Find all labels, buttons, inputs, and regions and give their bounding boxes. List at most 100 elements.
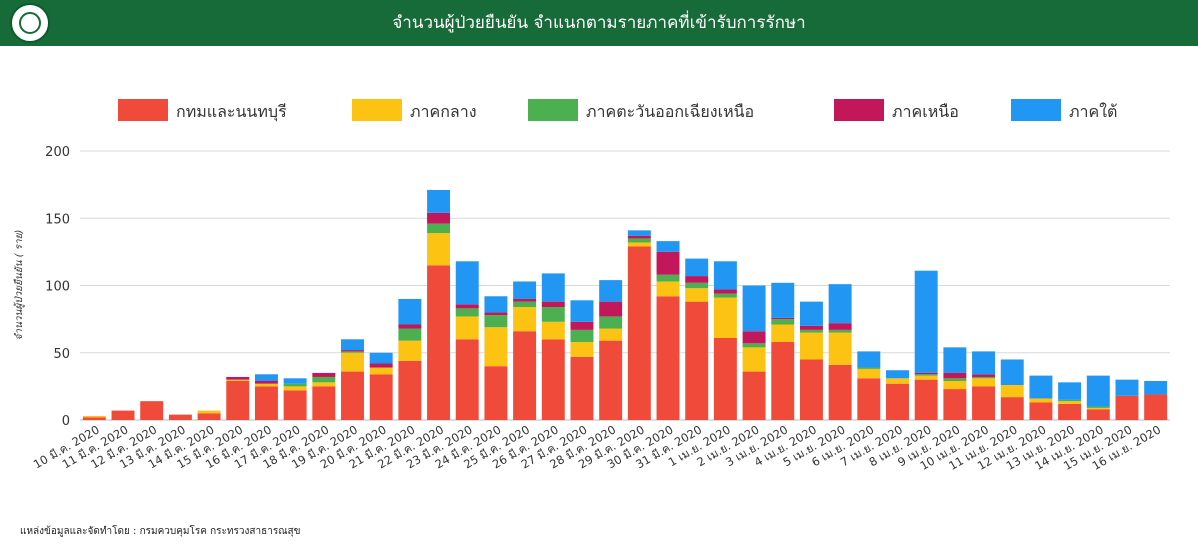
bar-segment (742, 343, 766, 348)
bar-segment (857, 367, 881, 369)
bar-segment (828, 323, 852, 330)
bar-segment (341, 371, 364, 420)
bar-segment (799, 325, 823, 330)
bar-segment (369, 374, 393, 420)
bar-segment (771, 319, 795, 325)
bar-segment (1115, 395, 1139, 420)
bar-segment (226, 380, 250, 420)
bar-segment (886, 383, 909, 420)
bar-segment (541, 307, 565, 322)
bar-segment (656, 274, 680, 282)
bar-segment (455, 308, 479, 317)
bar-segment (140, 401, 164, 420)
bar-segment (771, 282, 795, 318)
y-tick-label: 200 (45, 145, 70, 160)
bar-segment (914, 372, 938, 375)
bar-segment (1000, 397, 1024, 420)
bar-segment (713, 261, 737, 290)
bar-segment (799, 359, 823, 420)
bar-segment (484, 315, 508, 328)
bar-segment (685, 288, 709, 302)
bar-segment (972, 386, 996, 420)
bar-segment (455, 316, 479, 340)
bar-segment (283, 383, 307, 387)
bar-segment (599, 340, 623, 420)
bar-segment (799, 329, 823, 333)
bar-segment (570, 341, 594, 357)
legend-swatch (352, 99, 402, 121)
bar-segment (398, 360, 422, 420)
bar-segment (455, 339, 479, 420)
bar-segment (1000, 385, 1024, 398)
bar-segment (713, 289, 737, 294)
y-axis-label: จำนวนผู้ป่วยยืนยัน ( ราย) (13, 230, 25, 341)
bar-segment (828, 364, 852, 420)
bar-segment (742, 371, 766, 420)
bar-segment (914, 374, 938, 376)
source-note: แหล่งข้อมูลและจัดทำโดย : กรมควบคุมโรค กร… (20, 526, 301, 537)
bar-segment (857, 368, 881, 379)
bar-segment (283, 378, 307, 384)
bar-segment (685, 301, 709, 420)
bar-segment (254, 374, 278, 381)
bar-segment (341, 351, 364, 353)
bar-segment (283, 390, 307, 420)
bar-segment (398, 340, 422, 361)
page-title: จำนวนผู้ป่วยยืนยัน จำแนกตามรายภาคที่เข้า… (392, 13, 806, 33)
bar-segment (484, 327, 508, 367)
bar-segment (914, 270, 938, 373)
ministry-logo-icon (10, 3, 50, 43)
bar-segment (513, 281, 537, 299)
bar-segment (857, 378, 881, 420)
bar-segment (656, 281, 680, 297)
bar-segment (484, 296, 508, 313)
bar-segment (168, 414, 192, 420)
bar-segment (312, 372, 336, 377)
bar-segment (599, 301, 623, 317)
bar-segment (513, 307, 537, 332)
bar-segment (943, 389, 967, 420)
bar-segment (1058, 403, 1082, 420)
bar-segment (943, 347, 967, 373)
bar-segment (886, 370, 909, 379)
bar-segment (1029, 398, 1053, 403)
bar-segment (656, 251, 680, 275)
bar-segment (1029, 375, 1053, 399)
bar-segment (427, 212, 451, 224)
legend-swatch (1011, 99, 1061, 121)
bar-segment (742, 285, 766, 332)
bar-segment (1086, 406, 1110, 408)
legend-swatch (118, 99, 168, 121)
bar-segment (656, 296, 680, 420)
bar-segment (599, 316, 623, 329)
bar-segment (427, 233, 451, 266)
bar-segment (312, 376, 336, 383)
bar-segment (828, 284, 852, 324)
bar-segment (771, 317, 795, 320)
bar-segment (254, 386, 278, 420)
y-tick-label: 0 (62, 414, 70, 429)
bar-segment (541, 273, 565, 302)
bar-segment (369, 352, 393, 364)
bar-segment (685, 282, 709, 289)
bar-segment (771, 341, 795, 420)
bar-segment (341, 339, 364, 351)
legend-label: ภาคกลาง (410, 102, 477, 121)
header-bar: จำนวนผู้ป่วยยืนยัน จำแนกตามรายภาคที่เข้า… (0, 0, 1198, 46)
bar-segment (427, 265, 451, 420)
bar-segment (484, 366, 508, 420)
bar-segment (1086, 409, 1110, 420)
bar-segment (197, 410, 221, 414)
legend-swatch (834, 99, 884, 121)
bar-segment (799, 332, 823, 360)
bar-segment (599, 280, 623, 302)
bar-segment (1000, 359, 1024, 386)
bar-segment (513, 301, 537, 308)
bar-segment (627, 246, 651, 420)
legend-swatch (528, 99, 578, 121)
legend-label: ภาคตะวันออกเฉียงเหนือ (586, 102, 754, 121)
bar-segment (943, 380, 967, 390)
bar-segment (1029, 402, 1053, 420)
bar-segment (1144, 394, 1168, 420)
bar-segment (886, 378, 909, 384)
